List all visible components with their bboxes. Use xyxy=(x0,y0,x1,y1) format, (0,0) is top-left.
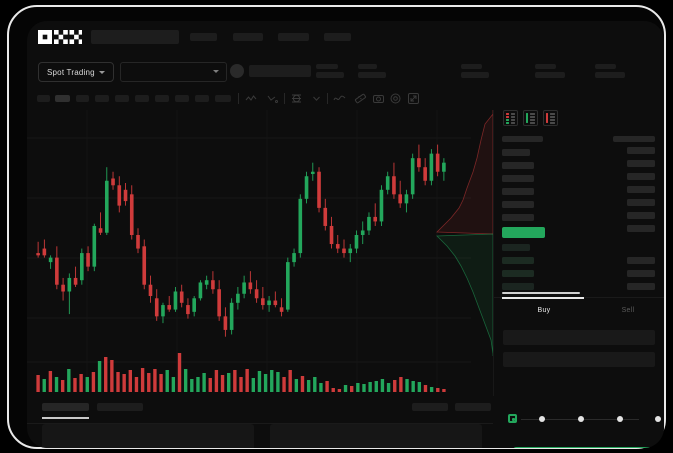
bottom-action-2[interactable] xyxy=(455,403,491,411)
pair-selector[interactable] xyxy=(120,62,227,82)
chart-toolbar xyxy=(27,88,664,111)
app-header xyxy=(27,21,664,53)
candlestick-canvas xyxy=(27,110,471,392)
device-frame: Spot Trading xyxy=(7,5,666,449)
stat-volume xyxy=(595,64,625,78)
interval-5[interactable] xyxy=(115,95,129,102)
tab-sell[interactable]: Sell xyxy=(621,307,635,314)
toolbar-divider xyxy=(238,93,239,104)
orderbook-ask-row[interactable] xyxy=(502,149,530,156)
orderbook-spread-highlight xyxy=(502,227,545,238)
orderbook-bid-row[interactable] xyxy=(502,257,534,264)
orderbook-bids-icon[interactable] xyxy=(523,110,538,126)
orderbook-ask-amount xyxy=(627,225,655,232)
stepper-step-2[interactable] xyxy=(539,416,545,422)
pair-name xyxy=(249,65,311,77)
bottom-action-1[interactable] xyxy=(412,403,448,411)
stat-last-price xyxy=(316,64,344,78)
orderbook-bid-row[interactable] xyxy=(502,283,534,290)
nav-item-1[interactable] xyxy=(190,33,217,41)
indicator-wave-icon[interactable] xyxy=(333,92,346,105)
orderbook-bid-row[interactable] xyxy=(502,270,534,277)
bottom-panel-right xyxy=(270,424,482,448)
interval-1[interactable] xyxy=(37,95,50,102)
bottom-panel-left xyxy=(42,424,254,448)
settings-icon[interactable] xyxy=(389,92,402,105)
orderbook-ask-row[interactable] xyxy=(502,162,534,169)
stepper-step-1[interactable] xyxy=(508,414,517,423)
orderbook-ask-row[interactable] xyxy=(502,201,534,208)
orderbook-view-modes xyxy=(503,110,558,126)
tab-buy[interactable]: Buy xyxy=(537,307,551,314)
bottom-tab-open-orders[interactable] xyxy=(42,403,89,411)
orderbook-ask-row[interactable] xyxy=(502,214,534,221)
mode-selector-label: Spot Trading xyxy=(47,67,95,77)
price-chart[interactable] xyxy=(27,110,494,396)
bottom-tab-bar xyxy=(27,396,493,424)
orderbook-ask-row[interactable] xyxy=(502,175,534,182)
nav-item-3[interactable] xyxy=(278,33,309,41)
orderbook-ask-amount xyxy=(627,147,655,154)
fullscreen-icon[interactable] xyxy=(407,92,420,105)
orderbook-bid-row[interactable] xyxy=(502,244,530,251)
orderbook-ask-amount xyxy=(627,186,655,193)
orderbook-ask-amount xyxy=(627,199,655,206)
orderbook-ask-amount xyxy=(627,173,655,180)
orderbook-asks-icon[interactable] xyxy=(543,110,558,126)
chevron-down-icon[interactable] xyxy=(310,92,323,105)
bottom-tab-order-history[interactable] xyxy=(97,403,143,411)
stepper-step-3[interactable] xyxy=(578,416,584,422)
nav-item-2[interactable] xyxy=(233,33,263,41)
depth-overlay xyxy=(436,110,493,356)
orderbook-bid-amount xyxy=(627,257,655,264)
orderbook-col-header-price xyxy=(502,136,543,142)
orderbook-bid-amount xyxy=(627,283,655,290)
orderbook-ask-row[interactable] xyxy=(502,188,534,195)
mode-selector[interactable]: Spot Trading xyxy=(38,62,114,82)
orderbook-ask-amount xyxy=(627,160,655,167)
interval-7[interactable] xyxy=(155,95,169,102)
trend-line-icon[interactable] xyxy=(266,92,279,105)
orderbook-scrollbar[interactable] xyxy=(502,292,580,294)
ruler-icon[interactable] xyxy=(354,92,367,105)
bottom-tab-active-indicator xyxy=(42,417,89,419)
orderbook-col-header-amount xyxy=(613,136,655,142)
stat-low xyxy=(535,64,565,78)
pair-avatar xyxy=(230,64,244,78)
stat-high xyxy=(461,64,489,78)
stepper-step-4[interactable] xyxy=(617,416,623,422)
interval-9[interactable] xyxy=(195,95,209,102)
orderbook-both-icon[interactable] xyxy=(503,110,518,126)
search-input[interactable] xyxy=(91,30,179,44)
okx-logo[interactable] xyxy=(38,30,82,44)
interval-4[interactable] xyxy=(95,95,109,102)
interval-2[interactable] xyxy=(55,95,70,102)
orderbook-ask-amount xyxy=(627,212,655,219)
interval-10[interactable] xyxy=(215,95,231,102)
chevron-down-icon xyxy=(213,70,219,73)
interval-3[interactable] xyxy=(76,95,89,102)
nav-item-4[interactable] xyxy=(324,33,351,41)
order-amount-field[interactable] xyxy=(503,352,655,367)
trade-panel: Buy Sell xyxy=(494,297,664,408)
primary-cta-button[interactable] xyxy=(513,447,664,448)
tab-buy-indicator xyxy=(502,297,584,299)
interval-6[interactable] xyxy=(135,95,149,102)
interval-8[interactable] xyxy=(175,95,189,102)
line-chart-icon[interactable] xyxy=(245,92,258,105)
stepper-step-5[interactable] xyxy=(655,416,661,422)
camera-icon[interactable] xyxy=(372,92,385,105)
fib-icon[interactable] xyxy=(290,92,303,105)
onboarding-stepper xyxy=(494,407,664,433)
device-screen: Spot Trading xyxy=(27,21,664,448)
toolbar-divider xyxy=(327,93,328,104)
chevron-down-icon xyxy=(98,70,105,74)
market-subheader: Spot Trading xyxy=(27,53,664,89)
orderbook-bid-amount xyxy=(627,270,655,277)
order-price-field[interactable] xyxy=(503,330,655,345)
stat-change xyxy=(358,64,386,78)
toolbar-divider xyxy=(284,93,285,104)
order-book xyxy=(494,110,664,296)
